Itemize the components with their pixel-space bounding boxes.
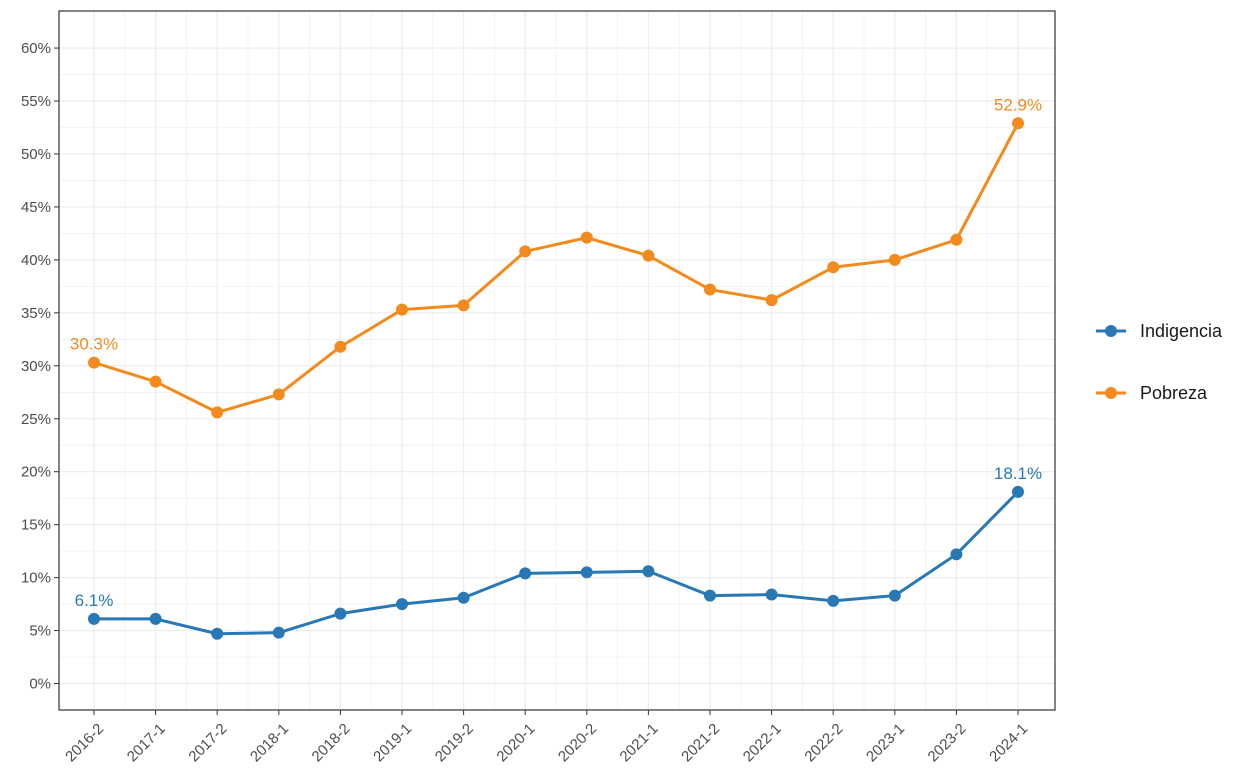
series-line-indigencia	[94, 490, 1020, 636]
y-tick-label: 5%	[29, 623, 51, 640]
data-point-indigencia	[950, 548, 963, 561]
data-label-indigencia: 18.1%	[994, 464, 1042, 483]
legend-marker-indigencia	[1105, 325, 1117, 337]
y-tick-label: 50%	[21, 146, 51, 163]
y-tick-label: 45%	[21, 199, 51, 216]
legend: Indigencia Pobreza	[1096, 321, 1223, 403]
data-point-indigencia	[211, 627, 224, 640]
data-point-pobreza	[272, 388, 285, 401]
data-point-pobreza	[704, 283, 716, 296]
data-point-pobreza	[334, 340, 347, 353]
data-point-indigencia	[765, 588, 778, 601]
y-tick-label: 30%	[21, 358, 51, 375]
data-point-indigencia	[888, 589, 901, 602]
data-point-pobreza	[580, 231, 593, 244]
data-point-pobreza	[950, 233, 963, 246]
data-point-indigencia	[704, 589, 716, 602]
data-point-pobreza	[1012, 117, 1024, 130]
data-point-indigencia	[1012, 485, 1024, 498]
data-point-pobreza	[888, 253, 901, 266]
data-point-pobreza	[396, 303, 408, 316]
data-point-pobreza	[827, 261, 840, 274]
data-point-pobreza	[88, 356, 100, 369]
data-point-pobreza	[211, 406, 224, 419]
data-point-indigencia	[827, 594, 840, 607]
y-axis: 0% 5% 10% 15% 20% 25% 30% 35% 40% 45% 50% 55% 60%	[21, 40, 59, 693]
y-tick-label: 40%	[21, 252, 51, 269]
data-point-indigencia	[519, 567, 532, 580]
y-tick-label: 10%	[21, 570, 51, 587]
data-label-pobreza: 30.3%	[70, 335, 118, 354]
series-layer: 6.1% 18.1% 30.3% 52.9%	[70, 95, 1042, 640]
y-tick-label: 0%	[29, 676, 51, 693]
data-point-pobreza	[642, 249, 655, 262]
data-point-indigencia	[149, 612, 162, 625]
data-point-indigencia	[334, 607, 347, 620]
panel-border	[58, 10, 1056, 711]
data-point-indigencia	[457, 591, 470, 604]
data-point-indigencia	[396, 598, 408, 611]
y-tick-label: 20%	[21, 464, 51, 481]
data-point-indigencia	[642, 565, 655, 578]
data-point-pobreza	[765, 294, 778, 307]
legend-marker-pobreza	[1105, 387, 1117, 399]
data-point-pobreza	[457, 299, 470, 312]
y-tick-label: 60%	[21, 40, 51, 57]
data-point-indigencia	[272, 626, 285, 639]
legend-label-pobreza: Pobreza	[1140, 383, 1208, 403]
data-point-indigencia	[88, 612, 100, 625]
y-tick-label: 35%	[21, 305, 51, 322]
legend-label-indigencia: Indigencia	[1140, 321, 1223, 341]
y-tick-label: 25%	[21, 411, 51, 428]
y-tick-label: 15%	[21, 517, 51, 534]
data-label-pobreza: 52.9%	[994, 95, 1042, 114]
data-label-indigencia: 6.1%	[75, 591, 114, 610]
data-point-indigencia	[580, 566, 593, 579]
data-point-pobreza	[149, 375, 162, 388]
y-tick-label: 55%	[21, 93, 51, 110]
series-line-pobreza	[93, 122, 1020, 414]
data-point-pobreza	[519, 245, 532, 258]
